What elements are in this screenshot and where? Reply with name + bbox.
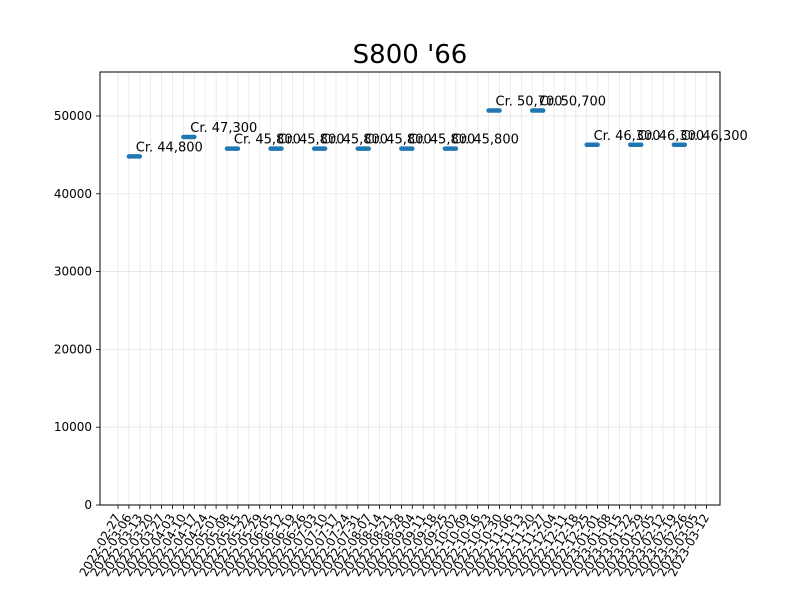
price-label: Cr. 45,800 — [452, 133, 519, 148]
price-label: Cr. 45,800 — [321, 133, 388, 148]
y-axis: 0 10000 20000 30000 40000 50000 — [54, 109, 100, 512]
y-tick-label: 20000 — [54, 342, 92, 356]
y-tick-label: 0 — [84, 498, 92, 512]
y-tick-label: 40000 — [54, 187, 92, 201]
price-label: Cr. 44,800 — [136, 140, 203, 155]
price-label: Cr. 47,300 — [190, 121, 257, 136]
grid — [100, 72, 720, 506]
x-axis: 2022-02-272022-03-062022-03-132022-03-20… — [77, 505, 712, 579]
price-label: Cr. 50,700 — [539, 95, 606, 110]
price-label: Cr. 46,300 — [681, 129, 748, 144]
plot-area-frame — [99, 71, 721, 506]
price-label: Cr. 50,700 — [496, 95, 563, 110]
y-tick-label: 10000 — [54, 420, 92, 434]
y-tick-label: 50000 — [54, 109, 92, 123]
y-tick-label: 30000 — [54, 265, 92, 279]
price-label: Cr. 45,800 — [365, 133, 432, 148]
chart-title: S800 '66 — [353, 40, 468, 70]
price-label: Cr. 46,300 — [637, 129, 704, 144]
price-label: Cr. 46,300 — [594, 129, 661, 144]
price-label: Cr. 45,800 — [278, 133, 345, 148]
price-label: Cr. 45,800 — [234, 133, 301, 148]
data-marks — [126, 108, 688, 159]
price-label: Cr. 45,800 — [408, 133, 475, 148]
